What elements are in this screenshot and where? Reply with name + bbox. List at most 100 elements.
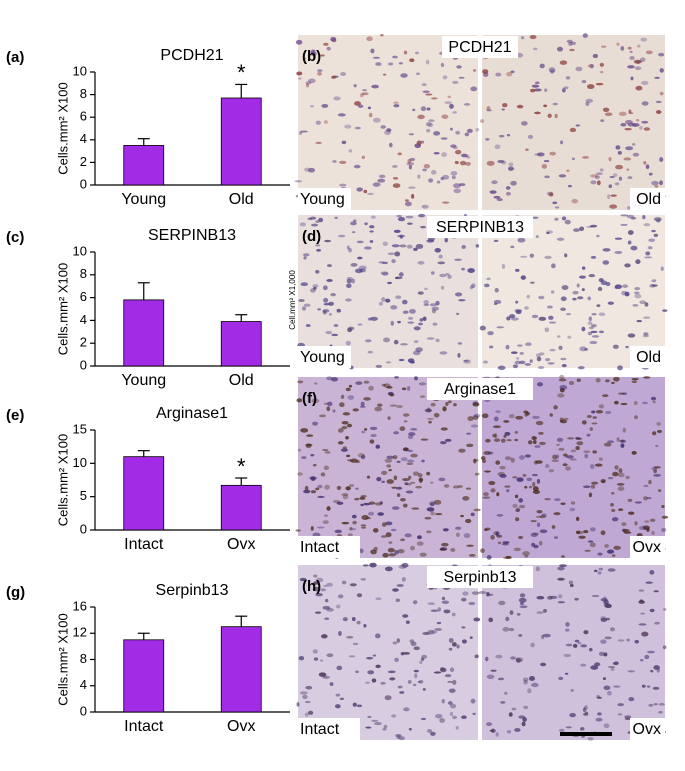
cell	[337, 594, 344, 599]
cell	[510, 317, 519, 321]
cell	[324, 451, 331, 454]
cell	[589, 427, 593, 431]
cell	[338, 160, 347, 164]
micrograph-title: Arginase1	[444, 381, 516, 398]
cell	[461, 153, 468, 158]
cell	[592, 416, 598, 419]
cell	[507, 167, 515, 170]
cell	[469, 285, 474, 290]
cell	[658, 710, 663, 714]
cell	[569, 712, 576, 718]
cell	[524, 554, 529, 558]
cell	[370, 215, 376, 219]
cell	[440, 427, 448, 431]
cell	[472, 712, 476, 715]
cell	[329, 682, 334, 686]
cell	[581, 326, 586, 332]
cell	[397, 685, 403, 689]
cell	[350, 221, 357, 226]
cell	[353, 164, 361, 169]
bar	[123, 456, 165, 531]
cell	[627, 65, 635, 69]
cell	[409, 58, 415, 63]
cell	[332, 160, 337, 163]
cell	[505, 489, 510, 493]
cell	[295, 39, 303, 45]
cell	[620, 402, 628, 406]
cell	[303, 253, 310, 257]
cell	[502, 102, 508, 108]
cell	[561, 555, 565, 558]
cell	[538, 295, 545, 300]
cell	[452, 80, 459, 85]
cell	[347, 395, 355, 400]
cell	[391, 244, 400, 248]
cell	[591, 313, 597, 316]
cell	[452, 111, 458, 114]
cell	[464, 132, 470, 137]
cell	[483, 470, 491, 473]
cell	[356, 240, 364, 244]
cell	[461, 626, 466, 629]
micrograph	[482, 35, 665, 210]
y-tick-label: 6	[80, 109, 87, 124]
cell	[332, 38, 337, 43]
cell	[516, 613, 521, 616]
cell	[431, 306, 439, 311]
cell	[589, 464, 595, 469]
cell	[515, 507, 521, 512]
cell	[624, 263, 631, 268]
cell	[641, 401, 648, 405]
cell	[605, 617, 610, 621]
cell	[332, 499, 341, 504]
cell	[383, 337, 391, 343]
cell	[495, 72, 502, 77]
cell	[598, 567, 604, 571]
cell	[505, 616, 510, 622]
cell	[635, 118, 640, 122]
cell	[659, 180, 663, 186]
cell	[450, 170, 458, 176]
cell	[303, 256, 307, 260]
cell	[510, 457, 515, 463]
cell	[641, 101, 649, 106]
cell	[363, 623, 367, 628]
cell	[402, 413, 410, 417]
cell	[412, 471, 420, 476]
chart-title: Serpinb13	[156, 582, 229, 599]
cell	[333, 324, 339, 327]
cell	[604, 603, 612, 609]
cell	[529, 88, 536, 93]
cell	[559, 385, 568, 390]
cell	[508, 712, 513, 717]
cell	[338, 234, 346, 238]
cell	[313, 657, 319, 661]
cell	[588, 274, 596, 278]
cell	[381, 522, 387, 527]
cell	[600, 280, 608, 286]
cell	[346, 283, 352, 289]
cell	[531, 473, 538, 477]
y-tick-label: 6	[80, 289, 87, 304]
cell	[473, 617, 481, 622]
panel-label: (f)	[302, 390, 317, 407]
cell	[426, 128, 431, 133]
cell	[320, 588, 327, 592]
cell	[362, 564, 369, 567]
cell	[558, 345, 563, 351]
cell	[317, 308, 321, 311]
cell	[483, 492, 489, 497]
axis-note: Cell.mm² X1,000	[288, 270, 297, 330]
cell	[544, 255, 552, 259]
cell	[444, 237, 448, 243]
cell	[607, 440, 615, 444]
cell	[597, 571, 602, 575]
cell	[487, 593, 494, 596]
cell	[334, 704, 341, 709]
cell	[483, 283, 490, 288]
cell	[526, 294, 530, 299]
cell	[493, 438, 501, 442]
cell	[561, 363, 567, 368]
cell	[518, 715, 526, 719]
